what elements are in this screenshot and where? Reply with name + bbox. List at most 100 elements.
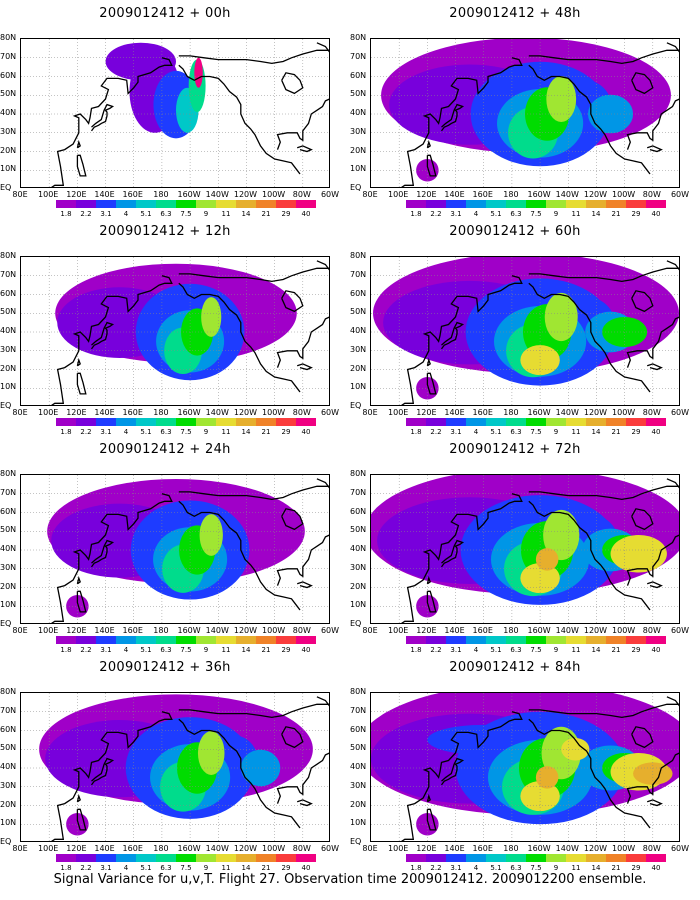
- coastline: [281, 72, 304, 95]
- coastline: [178, 49, 329, 65]
- colorbar-swatch: [426, 200, 446, 208]
- longitude-label: 160W: [177, 844, 201, 853]
- colorbar-labels: 1.8 2.2 3.1 4 5.1 6.3 7.5 9 11 14 21 29 40: [56, 646, 316, 654]
- colorbar-swatch: [406, 200, 426, 208]
- colorbar-label: 6.3: [510, 646, 522, 654]
- longitude-label: 100W: [612, 408, 636, 417]
- panel-title: 2009012412 + 36h: [99, 660, 231, 675]
- panel-title: 2009012412 + 72h: [449, 442, 581, 457]
- latitude-label: 80N: [0, 687, 17, 696]
- coastline: [401, 57, 523, 187]
- colorbar-label: 6.3: [160, 428, 172, 436]
- latitude-label: 30N: [0, 344, 17, 354]
- colorbar-label: 40: [301, 210, 311, 218]
- coastline: [51, 493, 173, 623]
- longitude-label: 60W: [320, 190, 340, 199]
- colorbar-swatch: [96, 200, 116, 208]
- longitude-label: 160W: [527, 408, 551, 417]
- colorbar: [406, 200, 666, 208]
- colorbar-label: 1.8: [60, 428, 72, 436]
- coastline: [178, 718, 301, 829]
- colorbar-swatch: [586, 854, 606, 862]
- colorbar-label: 3.1: [100, 646, 112, 654]
- longitude-label: 120W: [583, 626, 608, 635]
- forecast-panel: 2009012412 + 36h 80N 70N 60N 50N 40N 30N 20N 10N…: [0, 654, 339, 872]
- longitude-label: 80W: [642, 408, 661, 417]
- colorbar-swatch: [196, 200, 216, 208]
- panel-title: 2009012412 + 84h: [449, 660, 581, 675]
- colorbar-swatch: [236, 418, 256, 426]
- colorbar-swatch: [116, 418, 136, 426]
- variance-region: [546, 75, 577, 123]
- longitude-label: 100E: [388, 408, 409, 417]
- longitude-label: 140W: [205, 844, 229, 853]
- colorbar-swatch: [176, 854, 196, 862]
- colorbar-swatch: [546, 200, 566, 208]
- colorbar-label: 9: [203, 864, 209, 872]
- panel-title: 2009012412 + 12h: [99, 224, 231, 239]
- colorbar-label: 29: [631, 210, 641, 218]
- colorbar-swatch: [626, 636, 646, 644]
- longitude-label: 160W: [527, 626, 551, 635]
- latitude-label: 50N: [0, 307, 17, 317]
- longitude-label: 100W: [262, 408, 286, 417]
- coastline: [401, 275, 523, 405]
- colorbar: [406, 636, 666, 644]
- colorbar-label: 3.1: [450, 864, 462, 872]
- coastline: [76, 139, 81, 149]
- coastline: [646, 581, 663, 589]
- latitude-label: 40N: [0, 326, 17, 335]
- longitude-labels: 80E 100E 120E 140E 160E 180 160W 140W 120W 100W 80…: [12, 408, 339, 418]
- longitude-label: 100E: [388, 844, 409, 853]
- colorbar-swatch: [256, 200, 276, 208]
- coastline: [440, 321, 465, 350]
- colorbar: [406, 854, 666, 862]
- forecast-panel: 2009012412 + 72h 80N 70N 60N 50N 40N 30N 20N 10N…: [350, 436, 689, 654]
- colorbar-label: 21: [611, 646, 621, 654]
- longitude-label: 120E: [416, 844, 437, 853]
- contour-map: [20, 474, 330, 624]
- colorbar: [56, 636, 316, 644]
- colorbar-label: 29: [281, 210, 291, 218]
- variance-region: [194, 57, 203, 88]
- colorbar-label: 29: [281, 646, 291, 654]
- colorbar-label: 6.3: [160, 646, 172, 654]
- latitude-label: 60N: [0, 724, 17, 734]
- colorbar-swatch: [236, 636, 256, 644]
- coastline: [626, 98, 679, 150]
- latitude-label: 10N: [350, 382, 367, 392]
- coastline: [51, 57, 173, 187]
- colorbar-labels: 1.8 2.2 3.1 4 5.1 6.3 7.5 9 11 14 21 29 40: [56, 210, 316, 218]
- latitude-label: 50N: [350, 89, 367, 99]
- latitude-label: 50N: [350, 525, 367, 535]
- colorbar-label: 5.1: [140, 864, 152, 872]
- colorbar-labels: 1.8 2.2 3.1 4 5.1 6.3 7.5 9 11 14 21 29 40: [406, 864, 666, 872]
- latitude-label: 20N: [350, 145, 367, 155]
- forecast-panel: 2009012412 + 48h 80N 70N 60N 50N 40N 30N 20N 10N…: [350, 0, 689, 218]
- map-svg: [371, 257, 679, 405]
- latitude-label: 20N: [0, 363, 17, 373]
- latitude-label: 60N: [350, 724, 367, 734]
- coastline: [631, 726, 654, 749]
- colorbar-swatch: [486, 418, 506, 426]
- coastline: [178, 64, 301, 175]
- longitude-label: 160W: [527, 844, 551, 853]
- coastline: [316, 260, 329, 271]
- colorbar-label: 21: [261, 864, 271, 872]
- latitude-label: 20N: [0, 581, 17, 591]
- colorbar-swatch: [506, 200, 526, 208]
- map-svg: [21, 257, 329, 405]
- colorbar-label: 14: [591, 864, 601, 872]
- coastline: [281, 726, 304, 749]
- colorbar-labels: 1.8 2.2 3.1 4 5.1 6.3 7.5 9 11 14 21 29 40: [56, 864, 316, 872]
- longitude-label: 60W: [670, 190, 690, 199]
- colorbar-swatch: [196, 854, 216, 862]
- colorbar-swatch: [466, 200, 486, 208]
- longitude-label: 100W: [612, 626, 636, 635]
- colorbar-swatch: [486, 854, 506, 862]
- longitude-label: 140W: [205, 190, 229, 199]
- colorbar-label: 11: [221, 210, 231, 218]
- colorbar-swatch: [76, 418, 96, 426]
- map-svg: [371, 475, 679, 623]
- longitude-label: 140E: [94, 844, 115, 853]
